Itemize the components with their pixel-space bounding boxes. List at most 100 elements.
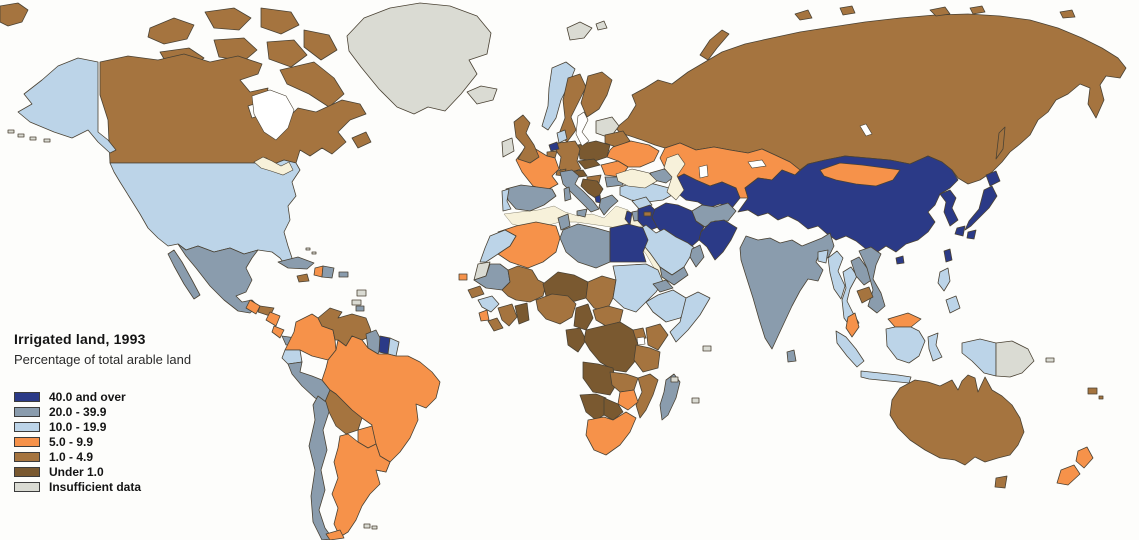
region-sumatra bbox=[835, 330, 865, 368]
region-philippines-luzon bbox=[937, 267, 951, 292]
region-sweden bbox=[558, 73, 587, 143]
region-new-siberian-islands bbox=[929, 6, 951, 17]
region-india bbox=[739, 232, 835, 350]
region-baja-california bbox=[167, 249, 201, 300]
region-zimbabwe bbox=[617, 389, 639, 411]
legend-swatch bbox=[14, 436, 40, 447]
region-central-asia bbox=[671, 173, 741, 209]
region-guinea bbox=[477, 295, 500, 313]
region-lesser-antilles bbox=[356, 289, 367, 297]
region-greenland bbox=[346, 2, 492, 115]
region-sakhalin bbox=[995, 126, 1006, 160]
region-portugal bbox=[501, 188, 512, 212]
legend-item-c3: 10.0 - 19.9 bbox=[14, 419, 191, 434]
legend-swatch bbox=[14, 481, 40, 492]
region-czech-slovakia bbox=[577, 158, 601, 170]
region-falklands bbox=[371, 525, 378, 530]
region-ireland bbox=[501, 137, 515, 158]
region-comoros bbox=[670, 376, 679, 383]
region-myanmar bbox=[827, 250, 846, 300]
region-guatemala bbox=[245, 299, 261, 315]
lakes-layer bbox=[251, 89, 873, 346]
region-denmark bbox=[556, 129, 568, 144]
region-yemen bbox=[659, 266, 689, 286]
legend-swatch bbox=[14, 391, 40, 402]
region-canada-arctic bbox=[260, 7, 300, 35]
legend-label: Insufficient data bbox=[49, 479, 142, 494]
region-bahamas bbox=[311, 251, 317, 255]
region-spain bbox=[505, 184, 557, 212]
region-ecuador bbox=[281, 349, 303, 365]
legend-label: 40.0 and over bbox=[49, 389, 126, 404]
black-sea bbox=[615, 168, 658, 189]
region-mali bbox=[501, 265, 547, 303]
region-nicaragua bbox=[265, 311, 281, 327]
region-russia-chukotka bbox=[0, 2, 29, 27]
region-arctic-island bbox=[839, 5, 856, 16]
legend-items: 40.0 and over 20.0 - 39.9 10.0 - 19.9 5.0 -… bbox=[14, 389, 191, 494]
region-sri-lanka bbox=[786, 349, 797, 363]
lake-baikal bbox=[859, 123, 873, 137]
legend-item-c5: 1.0 - 4.9 bbox=[14, 449, 191, 464]
legend-item-c6: Under 1.0 bbox=[14, 464, 191, 479]
region-haiti bbox=[313, 265, 324, 278]
region-finland bbox=[580, 71, 613, 118]
region-malaysia-peninsular bbox=[845, 312, 860, 338]
region-cambodia bbox=[856, 286, 874, 304]
caspian-sea bbox=[663, 153, 686, 201]
region-cuba bbox=[277, 256, 315, 270]
region-bangladesh bbox=[817, 249, 829, 264]
region-iceland bbox=[466, 85, 498, 105]
region-australia bbox=[889, 374, 1025, 466]
region-french-guiana bbox=[387, 337, 400, 357]
region-mauritius bbox=[691, 397, 700, 404]
region-canada-arctic bbox=[213, 37, 258, 62]
region-cyprus bbox=[643, 211, 652, 217]
region-mozambique bbox=[635, 373, 659, 419]
region-sardinia bbox=[563, 186, 572, 202]
region-puerto-rico bbox=[338, 271, 349, 278]
map-title: Irrigated land, 1993 bbox=[14, 331, 146, 347]
legend-label: 5.0 - 9.9 bbox=[49, 434, 94, 449]
region-canada-arctic bbox=[303, 29, 338, 61]
region-baltic-states bbox=[595, 116, 620, 139]
region-canada-arctic bbox=[266, 39, 308, 68]
region-japan-shikoku bbox=[966, 229, 977, 240]
region-seychelles bbox=[702, 345, 712, 352]
region-uk bbox=[513, 114, 540, 164]
region-new-siberian-islands bbox=[969, 5, 986, 15]
region-alaska bbox=[17, 57, 117, 154]
legend-swatch bbox=[14, 406, 40, 417]
hudson-bay bbox=[251, 89, 295, 141]
region-mexico bbox=[177, 243, 259, 314]
region-korea bbox=[939, 189, 959, 227]
great-lakes bbox=[253, 156, 294, 176]
region-java bbox=[860, 370, 912, 384]
region-kalimantan bbox=[885, 326, 926, 364]
legend-swatch bbox=[14, 451, 40, 462]
region-japan-kyushu bbox=[954, 225, 966, 237]
region-liberia bbox=[487, 317, 504, 332]
region-sulawesi bbox=[927, 332, 943, 362]
region-canada-arctic bbox=[204, 7, 252, 31]
region-aleutians bbox=[17, 133, 25, 138]
region-usa bbox=[109, 157, 301, 267]
region-falklands bbox=[363, 523, 371, 529]
region-netherlands bbox=[548, 141, 560, 152]
region-argentina bbox=[331, 433, 391, 538]
region-aleutians bbox=[43, 138, 51, 143]
region-tasmania bbox=[994, 475, 1008, 489]
region-south-africa bbox=[585, 411, 637, 456]
region-angola bbox=[582, 361, 617, 396]
region-jamaica bbox=[296, 273, 310, 283]
region-papua-new-guinea bbox=[995, 340, 1035, 378]
map-subtitle: Percentage of total arable land bbox=[14, 352, 192, 367]
region-baffin-island bbox=[279, 61, 345, 108]
legend-label: 1.0 - 4.9 bbox=[49, 449, 94, 464]
region-norway bbox=[541, 61, 576, 131]
region-lesser-antilles bbox=[351, 299, 362, 306]
region-wrangel-island bbox=[1059, 9, 1076, 19]
region-new-zealand-north bbox=[1075, 446, 1094, 469]
region-tierra-del-fuego bbox=[325, 529, 345, 540]
